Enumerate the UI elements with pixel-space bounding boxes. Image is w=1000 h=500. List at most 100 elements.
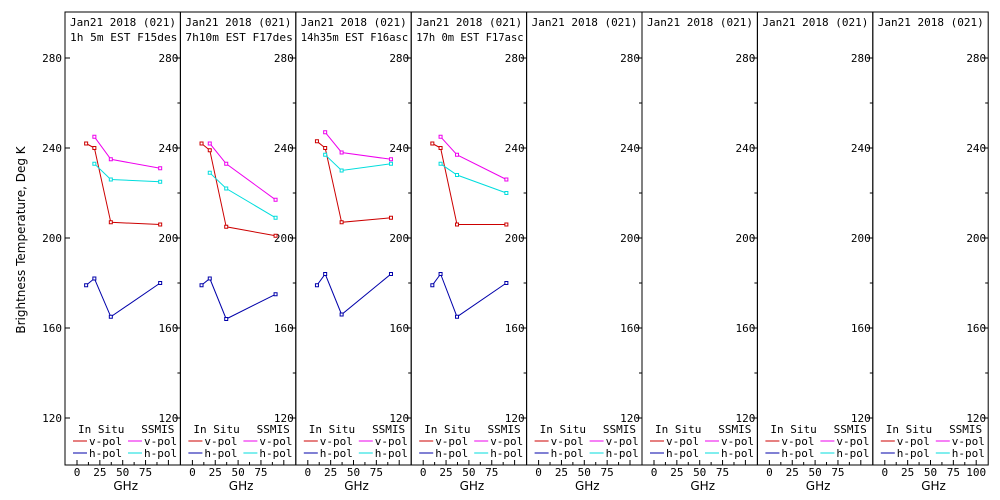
y-tick-label: 160 bbox=[505, 322, 525, 335]
panel-8: Jan21 2018 (021) 120 160 200 240 280 0 25 50 75 10… bbox=[872, 11, 989, 493]
y-tick-label: 120 bbox=[851, 412, 871, 425]
panel-1: Jan21 2018 (021) 1h 5m EST F15des 120 120 16… bbox=[42, 11, 181, 493]
y-tick-label: 280 bbox=[159, 52, 179, 65]
series-point-insitu-v bbox=[273, 233, 278, 238]
y-tick-label: 120 bbox=[159, 412, 179, 425]
y-tick-label: 240 bbox=[851, 142, 871, 155]
series-line-ssmis-v bbox=[209, 143, 276, 201]
x-tick-label: 25 bbox=[209, 466, 222, 479]
legend-ssmis: SSMIS bbox=[487, 423, 520, 436]
legend-label-ssmis: v-pol bbox=[606, 435, 639, 448]
series-line-ssmis-v bbox=[324, 131, 392, 160]
panel-7: Jan21 2018 (021) 120 160 200 240 280 0 25 50 75GH… bbox=[756, 11, 874, 493]
series-point-insitu-v bbox=[158, 222, 163, 227]
legend-label-insitu: h-pol bbox=[897, 447, 930, 460]
series-line-insitu-v bbox=[85, 143, 161, 225]
y-tick-label: 240 bbox=[389, 142, 409, 155]
x-tick-label: 75 bbox=[139, 466, 152, 479]
series-point-ssmis-h bbox=[504, 191, 509, 195]
series-point-insitu-h bbox=[339, 312, 344, 317]
y-tick-label: 160 bbox=[736, 322, 756, 335]
series-point-insitu-h bbox=[388, 272, 393, 276]
y-tick-label-left: 160 bbox=[42, 322, 62, 335]
series-point-insitu-v bbox=[339, 220, 344, 225]
series-point-insitu-v bbox=[455, 222, 460, 227]
legend-in-situ: In Situ bbox=[309, 423, 355, 436]
series-point-insitu-v bbox=[430, 141, 435, 146]
series-point-ssmis-h bbox=[339, 168, 344, 173]
legend-label-ssmis: h-pol bbox=[952, 447, 985, 460]
legend-in-situ: In Situ bbox=[886, 423, 932, 436]
x-axis-label: GHz bbox=[229, 479, 254, 493]
y-axis-label: Brightness Temperature, Deg K bbox=[14, 145, 28, 333]
series-point-ssmis-h bbox=[207, 170, 212, 175]
legend-label-ssmis: h-pol bbox=[144, 447, 177, 460]
x-axis-label: GHz bbox=[575, 479, 600, 493]
y-tick-label: 280 bbox=[274, 52, 294, 65]
series-point-insitu-v bbox=[207, 148, 212, 153]
x-tick-label: 25 bbox=[786, 466, 799, 479]
x-axis-label: GHz bbox=[921, 479, 946, 493]
x-tick-label: 25 bbox=[439, 466, 452, 479]
series-point-insitu-h bbox=[455, 314, 460, 319]
x-tick-label: 0 bbox=[881, 466, 888, 479]
series-point-insitu-h bbox=[504, 281, 509, 285]
x-axis-label: GHz bbox=[460, 479, 485, 493]
legend-in-situ: In Situ bbox=[78, 423, 124, 436]
series-line-ssmis-h bbox=[324, 154, 392, 172]
y-tick-label: 280 bbox=[389, 52, 409, 65]
panel-title-date: Jan21 2018 (021) bbox=[878, 16, 984, 29]
series-point-insitu-h bbox=[92, 276, 97, 281]
y-tick-label: 240 bbox=[966, 142, 986, 155]
legend-label-ssmis: v-pol bbox=[259, 435, 292, 448]
y-tick-label: 240 bbox=[505, 142, 525, 155]
series-point-ssmis-v bbox=[438, 134, 443, 139]
series-point-ssmis-v bbox=[504, 177, 509, 182]
series-point-insitu-v bbox=[92, 146, 97, 150]
legend-label-insitu: v-pol bbox=[204, 435, 237, 448]
y-tick-label-left: 200 bbox=[42, 232, 62, 245]
series-point-ssmis-v bbox=[273, 197, 278, 202]
x-tick-label: 75 bbox=[485, 466, 498, 479]
x-tick-label: 50 bbox=[693, 466, 706, 479]
x-tick-label: 0 bbox=[74, 466, 81, 479]
legend-label-ssmis: v-pol bbox=[721, 435, 754, 448]
legend-label-ssmis: h-pol bbox=[721, 447, 754, 460]
legend-label-ssmis: v-pol bbox=[836, 435, 869, 448]
series-line-insitu-v bbox=[316, 140, 392, 223]
legend-label-ssmis: v-pol bbox=[375, 435, 408, 448]
series-line-insitu-h bbox=[201, 277, 276, 320]
legend-ssmis: SSMIS bbox=[949, 423, 982, 436]
series-point-insitu-h bbox=[207, 276, 212, 281]
x-tick-label: 75 bbox=[254, 466, 267, 479]
legend-label-insitu: v-pol bbox=[551, 435, 584, 448]
legend-label-insitu: v-pol bbox=[89, 435, 122, 448]
legend-ssmis: SSMIS bbox=[141, 423, 174, 436]
x-axis-label: GHz bbox=[690, 479, 715, 493]
legend-in-situ: In Situ bbox=[540, 423, 586, 436]
panel-2: Jan21 2018 (021) 7h10m EST F17des 120 160 20… bbox=[179, 11, 297, 493]
panel-title-date: Jan21 2018 (021) bbox=[416, 16, 522, 29]
series-point-insitu-v bbox=[504, 222, 509, 227]
series-line-insitu-v bbox=[432, 143, 507, 225]
legend-label-insitu: h-pol bbox=[320, 447, 353, 460]
legend-in-situ: In Situ bbox=[655, 423, 701, 436]
series-point-insitu-h bbox=[438, 272, 443, 276]
panel-6: Jan21 2018 (021) 120 160 200 240 280 0 25 50 75GH… bbox=[641, 11, 758, 493]
legend-label-insitu: v-pol bbox=[781, 435, 814, 448]
panel-title-date: Jan21 2018 (021) bbox=[185, 16, 291, 29]
x-tick-label: 50 bbox=[347, 466, 360, 479]
series-point-insitu-v bbox=[224, 224, 229, 229]
y-tick-label: 240 bbox=[274, 142, 294, 155]
panel-title-time: 1h 5m EST F15des bbox=[70, 31, 177, 44]
y-tick-label: 200 bbox=[389, 232, 409, 245]
y-tick-label: 240 bbox=[620, 142, 640, 155]
series-point-insitu-v bbox=[314, 139, 319, 144]
series-line-insitu-h bbox=[316, 272, 392, 316]
series-point-ssmis-h bbox=[224, 186, 229, 191]
panel-4: Jan21 2018 (021) 17h 0m EST F17asc 120 160 2… bbox=[410, 11, 528, 493]
